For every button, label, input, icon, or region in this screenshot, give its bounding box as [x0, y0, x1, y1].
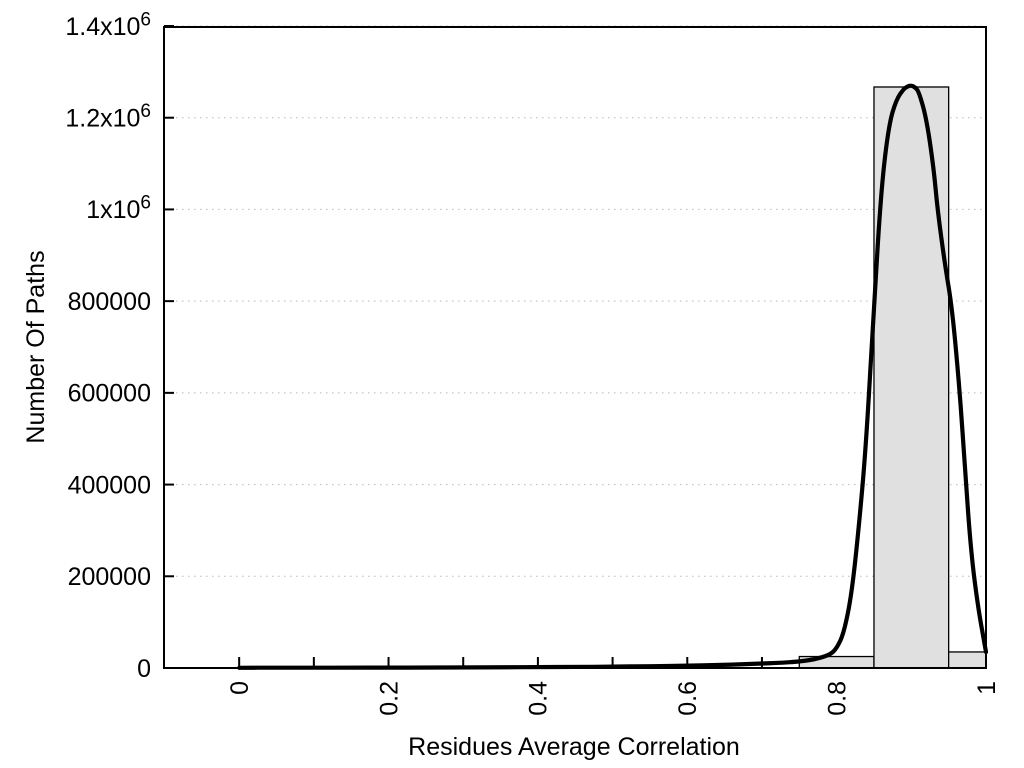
y-tick-label: 1x106: [86, 193, 151, 225]
x-tick-label: 0.2: [375, 681, 403, 716]
x-axis-title: Residues Average Correlation: [408, 733, 740, 761]
x-tick-label: 1: [973, 681, 1001, 695]
histogram-bar: [948, 651, 987, 669]
x-tick-label: 0.6: [674, 681, 702, 716]
y-tick-label: 800000: [68, 288, 151, 316]
x-tick-label: 0: [226, 681, 254, 695]
y-tick-label: 1.2x106: [65, 101, 151, 133]
axis-ticks: [164, 25, 987, 669]
x-tick-label: 0.4: [525, 681, 553, 716]
x-tick-label: 0.8: [823, 681, 851, 716]
y-axis-title: Number Of Paths: [22, 250, 50, 443]
y-tick-label: 1.4x106: [65, 9, 151, 41]
y-tick-label: 400000: [68, 471, 151, 499]
plot-border: [163, 26, 987, 669]
y-tick-label: 0: [137, 655, 151, 683]
y-tick-label: 600000: [68, 380, 151, 408]
y-tick-label: 200000: [68, 563, 151, 591]
x-tick-labels: 0 0.2 0.4 0.6 0.8 1: [226, 681, 1001, 716]
y-tick-labels: 0 200000 400000 600000 800000 1x106 1.2x106 1.4…: [65, 9, 151, 683]
